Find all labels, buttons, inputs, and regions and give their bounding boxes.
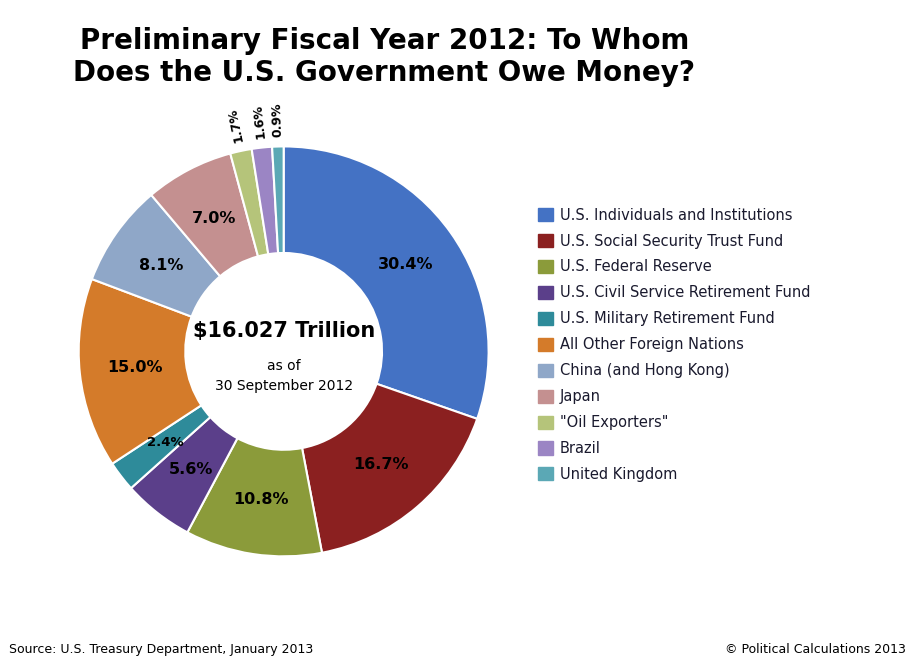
Wedge shape [302, 384, 478, 553]
Wedge shape [92, 195, 221, 317]
Text: Preliminary Fiscal Year 2012: To Whom
Does the U.S. Government Owe Money?: Preliminary Fiscal Year 2012: To Whom Do… [73, 27, 695, 87]
Text: as of
30 September 2012: as of 30 September 2012 [215, 359, 352, 392]
Text: 5.6%: 5.6% [169, 461, 213, 477]
Wedge shape [188, 438, 322, 556]
Text: 16.7%: 16.7% [353, 457, 409, 472]
Text: $16.027 Trillion: $16.027 Trillion [192, 321, 375, 341]
Text: © Political Calculations 2013: © Political Calculations 2013 [725, 643, 906, 656]
Text: 8.1%: 8.1% [139, 258, 184, 272]
Text: 15.0%: 15.0% [107, 360, 163, 375]
Wedge shape [79, 279, 201, 463]
Wedge shape [252, 147, 278, 254]
Text: 30.4%: 30.4% [378, 257, 434, 272]
Wedge shape [284, 147, 489, 419]
Wedge shape [272, 147, 284, 253]
Text: 1.7%: 1.7% [225, 107, 245, 143]
Text: 1.6%: 1.6% [251, 103, 267, 139]
Wedge shape [113, 405, 210, 488]
Legend: U.S. Individuals and Institutions, U.S. Social Security Trust Fund, U.S. Federal: U.S. Individuals and Institutions, U.S. … [538, 208, 811, 482]
Text: 2.4%: 2.4% [146, 436, 183, 449]
Text: Source: U.S. Treasury Department, January 2013: Source: U.S. Treasury Department, Januar… [9, 643, 314, 656]
Text: 0.9%: 0.9% [270, 102, 284, 137]
Text: 10.8%: 10.8% [233, 492, 289, 507]
Text: 7.0%: 7.0% [192, 211, 236, 226]
Wedge shape [231, 149, 268, 257]
Wedge shape [131, 417, 237, 532]
Wedge shape [151, 154, 258, 276]
